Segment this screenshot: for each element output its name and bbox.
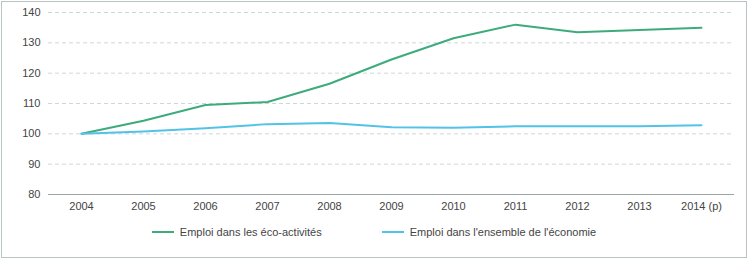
html-text:Emploi dans les éco-activités: Emploi dans les éco-activités: [179, 226, 322, 238]
svg-text:80: 80: [28, 188, 40, 200]
svg-text:120: 120: [22, 67, 40, 79]
svg-text:90: 90: [28, 158, 40, 170]
svg-text:2010: 2010: [441, 200, 465, 212]
svg-text:2011: 2011: [504, 200, 528, 212]
svg-text:140: 140: [22, 6, 40, 18]
svg-text:2004: 2004: [69, 200, 93, 212]
svg-text:2006: 2006: [193, 200, 217, 212]
html-text:Emploi dans l'ensemble de l'éc: Emploi dans l'ensemble de l'économie: [409, 226, 597, 238]
svg-text:100: 100: [22, 127, 40, 139]
svg-text:2005: 2005: [131, 200, 155, 212]
svg-text:130: 130: [22, 36, 40, 48]
svg-text:2012: 2012: [565, 200, 589, 212]
svg-text:2007: 2007: [255, 200, 279, 212]
svg-text:2009: 2009: [379, 200, 403, 212]
svg-text:2014 (p): 2014 (p): [681, 200, 722, 212]
svg-text:2013: 2013: [627, 200, 651, 212]
svg-text:2008: 2008: [317, 200, 341, 212]
svg-text:110: 110: [23, 97, 41, 109]
